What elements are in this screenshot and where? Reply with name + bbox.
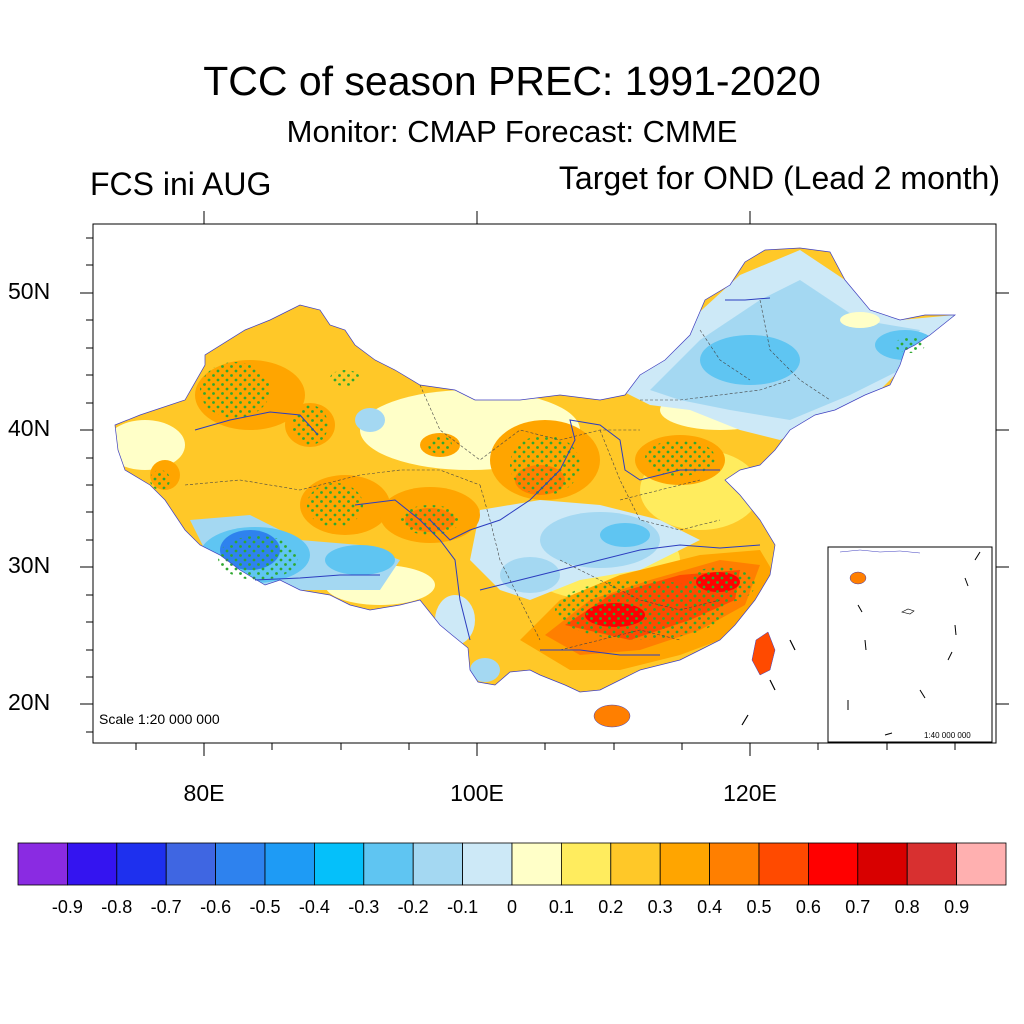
colorbar-tick-label: 0.1 (548, 897, 574, 917)
map-title: TCC of season PREC: 1991-2020 (203, 58, 821, 104)
colorbar-swatch (709, 842, 760, 886)
colorbar-tick-label: 0.2 (598, 897, 624, 917)
colorbar-tick-label: -0.7 (150, 897, 182, 917)
lat-label-20n: 20N (8, 689, 51, 715)
lon-label-100e: 100E (450, 780, 504, 806)
colorbar-tick-label: -0.8 (101, 897, 133, 917)
colorbar-tick-label: 0.4 (697, 897, 723, 917)
colorbar-tick-label: 0.5 (746, 897, 772, 917)
colorbar-swatch (67, 842, 118, 886)
colorbar-swatch (956, 842, 1007, 886)
colorbar-tick-label: 0.3 (647, 897, 673, 917)
colorbar-swatch (264, 842, 315, 886)
colorbar (17, 842, 1007, 886)
south-china-sea-inset (827, 546, 993, 743)
colorbar-swatch (610, 842, 661, 886)
rivers (194, 297, 771, 656)
colorbar-tick-label: -0.3 (348, 897, 380, 917)
colorbar-tick-label: -0.9 (51, 897, 83, 917)
initialization-label: FCS ini AUG (90, 166, 272, 202)
colorbar-swatch (313, 842, 365, 886)
significance-stipple (150, 337, 925, 640)
colorbar-tick-label: -0.6 (200, 897, 232, 917)
target-label: Target for OND (Lead 2 month) (558, 160, 1000, 196)
colorbar-swatch (511, 842, 562, 886)
main-map-scale: Scale 1:20 000 000 (99, 711, 220, 727)
colorbar-tick-label: -0.1 (447, 897, 479, 917)
colorbar-swatch (165, 842, 216, 886)
boundary-dashes (741, 639, 796, 726)
colorbar-tick-label: 0.6 (795, 897, 821, 917)
colorbar-tick-label: 0 (506, 897, 517, 917)
lat-label-40n: 40N (8, 415, 51, 441)
lon-ticks (135, 211, 956, 756)
map-subtitle: Monitor: CMAP Forecast: CMME (286, 114, 738, 149)
lon-label-120e: 120E (723, 780, 777, 806)
lat-ticks (80, 237, 1009, 733)
colorbar-swatch (412, 842, 464, 886)
colorbar-swatch (116, 842, 167, 886)
colorbar-swatch (659, 842, 711, 886)
colorbar-swatch (808, 842, 859, 886)
taiwan-island (751, 631, 776, 676)
hainan-island (593, 704, 631, 728)
province-boundaries (184, 299, 831, 651)
colorbar-swatch (215, 842, 266, 886)
colorbar-swatch (17, 842, 68, 886)
colorbar-tick-label: 0.9 (944, 897, 970, 917)
lon-label-80e: 80E (183, 780, 225, 806)
colorbar-tick-label: -0.2 (397, 897, 429, 917)
lat-label-30n: 30N (8, 552, 51, 578)
colorbar-swatch (857, 842, 908, 886)
colorbar-tick-label: 0.7 (845, 897, 871, 917)
colorbar-tick-label: 0.8 (894, 897, 920, 917)
colorbar-tick-label: -0.4 (298, 897, 330, 917)
inset-map-scale: 1:40 000 000 (924, 731, 971, 740)
colorbar-swatch (906, 842, 958, 886)
colorbar-swatch (462, 842, 513, 886)
lat-label-50n: 50N (8, 278, 51, 304)
colorbar-tick-label: -0.5 (249, 897, 281, 917)
colorbar-swatch (758, 842, 809, 886)
colorbar-swatch (561, 842, 612, 886)
colorbar-swatch (363, 842, 414, 886)
china-border (114, 247, 956, 693)
